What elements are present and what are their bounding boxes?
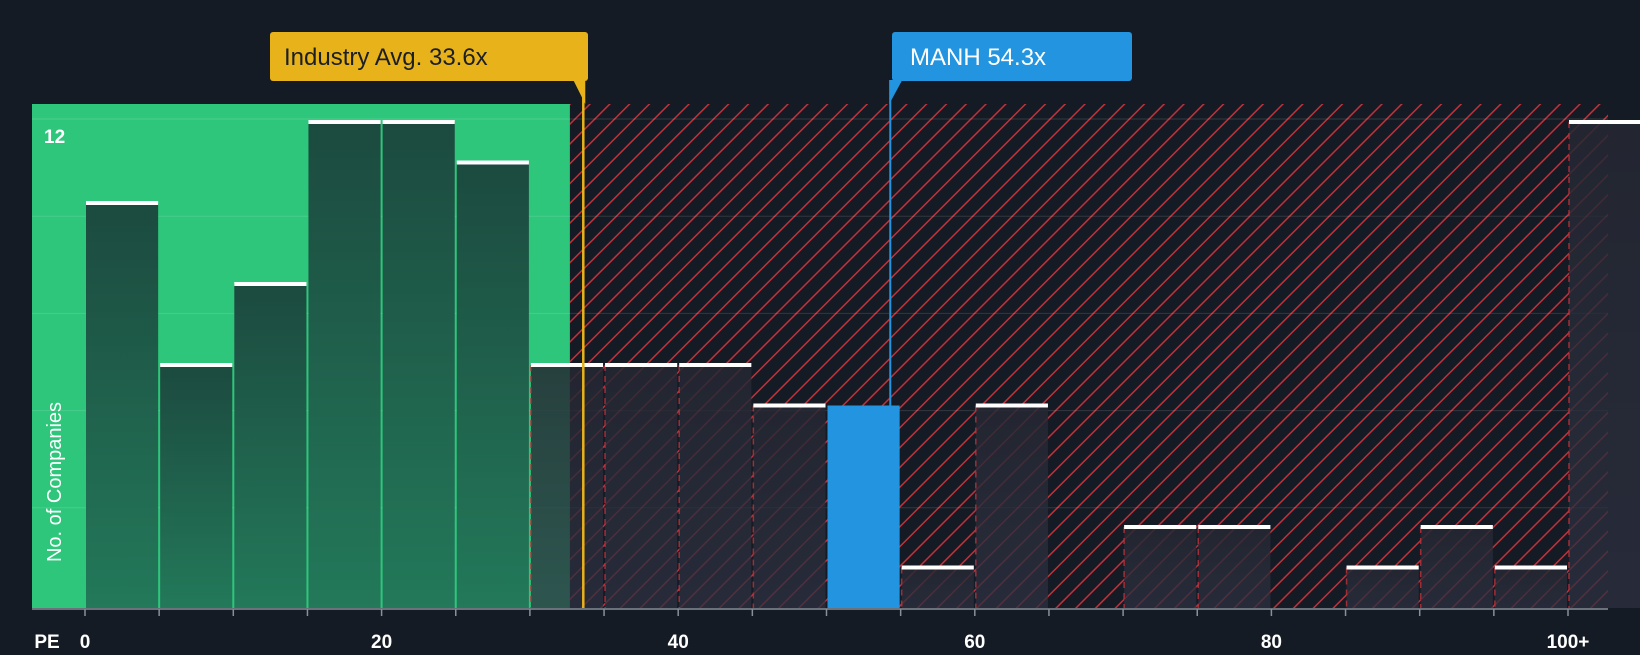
reference-markers: Industry Avg. 33.6x MANH 54.3x	[270, 32, 1132, 608]
histogram-bar-11	[901, 567, 974, 608]
x-tick-label: 100+	[1547, 632, 1590, 650]
bar-cap-9	[753, 403, 826, 408]
y-tick-label: 12	[44, 127, 65, 148]
industry-avg-label-box	[270, 32, 588, 81]
axes: 0 20 40 60 80 100+ 12	[32, 127, 1608, 653]
bar-cap-0	[86, 201, 159, 205]
industry-avg-label: Industry Avg. 33.6x	[284, 44, 488, 71]
x-tick-label: 60	[964, 632, 985, 650]
histogram-bar-10	[827, 405, 900, 608]
bar-cap-8	[679, 363, 752, 367]
histogram-bar-15	[1346, 567, 1419, 608]
histogram-bar-5	[456, 162, 529, 608]
bar-cap-18	[1569, 120, 1640, 124]
bar-cap-15	[1346, 565, 1419, 570]
histogram-bar-18	[1569, 122, 1640, 608]
histogram-bar-17	[1494, 567, 1567, 608]
histogram-bar-0	[86, 203, 159, 608]
bar-cap-17	[1494, 565, 1567, 570]
histogram-bar-3	[308, 122, 381, 608]
bar-cap-13	[1124, 525, 1197, 529]
bar-cap-4	[382, 120, 455, 124]
y-axis-title: No. of Companies	[44, 402, 66, 562]
company-pe-label-box	[892, 32, 1132, 81]
histogram-bar-12	[975, 405, 1048, 608]
bar-cap-2	[234, 282, 307, 286]
histogram-bar-7	[605, 365, 678, 608]
histogram-bar-16	[1420, 527, 1493, 608]
histogram-bars	[86, 120, 1640, 608]
bar-cap-5	[456, 160, 529, 165]
company-pe-pointer	[889, 80, 903, 104]
bar-cap-6	[530, 363, 604, 367]
histogram-bar-8	[679, 365, 752, 608]
x-tick-label: 20	[371, 632, 392, 650]
x-tick-label: 0	[80, 632, 91, 650]
x-tick-label: 80	[1261, 632, 1282, 650]
x-axis-title: PE	[34, 632, 59, 650]
bar-cap-12	[975, 403, 1048, 408]
histogram-bar-4	[382, 122, 455, 608]
bar-cap-3	[308, 120, 381, 124]
bar-cap-1	[160, 363, 233, 367]
histogram-bar-14	[1198, 527, 1271, 608]
x-tick-label: 40	[668, 632, 689, 650]
histogram-bar-2	[234, 284, 307, 608]
bar-cap-16	[1420, 525, 1493, 529]
bar-cap-11	[901, 565, 974, 570]
company-pe-label: MANH 54.3x	[910, 44, 1046, 71]
histogram-bar-6	[530, 365, 604, 608]
industry-avg-pointer	[573, 80, 586, 104]
bar-cap-7	[605, 363, 678, 367]
histogram-bar-13	[1124, 527, 1197, 608]
bar-cap-14	[1198, 525, 1271, 529]
histogram-bar-9	[753, 405, 826, 608]
histogram-bar-1	[160, 365, 233, 608]
